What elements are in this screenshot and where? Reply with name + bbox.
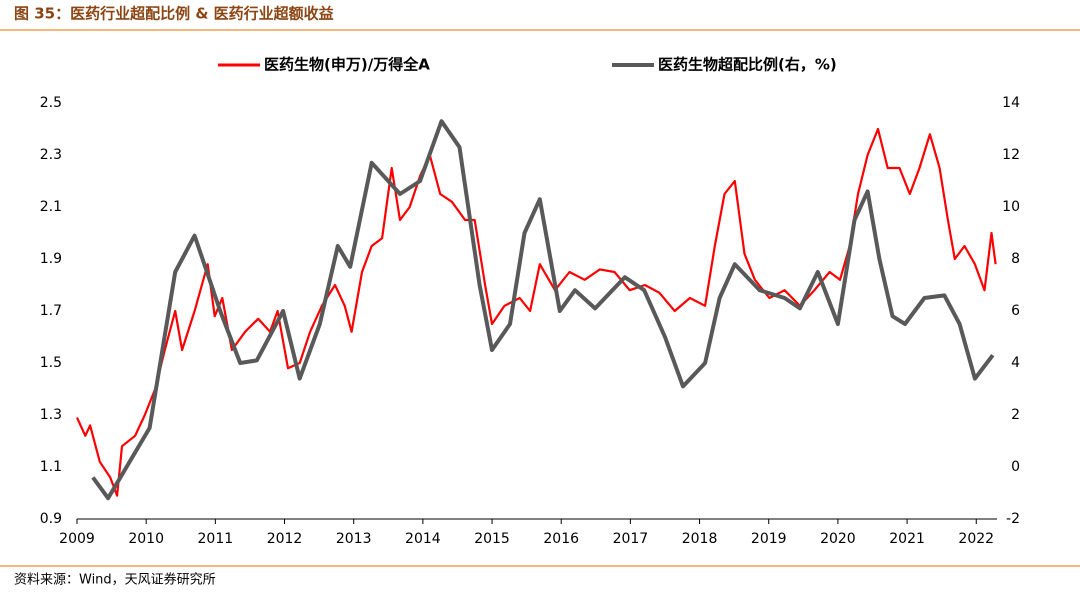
x-tick-label: 2013 <box>336 531 372 547</box>
x-tick-label: 2022 <box>958 531 994 547</box>
legend-label: 医药生物超配比例(右，%) <box>658 56 837 74</box>
y2-tick-label: -2 <box>1006 511 1020 527</box>
y-tick-label: 2.3 <box>40 147 62 163</box>
y2-tick-label: 12 <box>1002 147 1020 163</box>
x-tick-label: 2010 <box>128 531 164 547</box>
y-tick-label: 1.1 <box>40 459 62 475</box>
x-tick-label: 2020 <box>820 531 856 547</box>
series-line <box>91 119 995 501</box>
x-tick-label: 2009 <box>59 531 95 547</box>
y2-tick-label: 10 <box>1002 199 1020 215</box>
y2-tick-label: 0 <box>1011 459 1020 475</box>
x-tick-label: 2017 <box>613 531 649 547</box>
x-tick-label: 2015 <box>474 531 510 547</box>
source: 资料来源：Wind，天风证券研究所 <box>14 572 216 588</box>
y-tick-label: 1.7 <box>40 303 62 319</box>
y-tick-label: 2.1 <box>40 199 62 215</box>
x-tick-label: 2016 <box>543 531 579 547</box>
y2-tick-label: 2 <box>1011 407 1020 423</box>
series-line <box>75 127 997 497</box>
y2-tick-label: 14 <box>1002 95 1020 111</box>
x-tick-label: 2014 <box>405 531 441 547</box>
y-tick-label: 1.5 <box>40 355 62 371</box>
x-tick-label: 2018 <box>682 531 718 547</box>
x-tick-label: 2021 <box>889 531 925 547</box>
chart-title: 图 35：医药行业超配比例 & 医药行业超额收益 <box>14 5 334 23</box>
y-tick-label: 2.5 <box>40 95 62 111</box>
x-tick-label: 2019 <box>751 531 787 547</box>
y-tick-label: 0.9 <box>40 511 62 527</box>
x-tick-label: 2012 <box>267 531 303 547</box>
y-tick-label: 1.3 <box>40 407 62 423</box>
y2-tick-label: 8 <box>1011 251 1020 267</box>
y-tick-label: 1.9 <box>40 251 62 267</box>
y2-tick-label: 6 <box>1011 303 1020 319</box>
x-tick-label: 2011 <box>198 531 234 547</box>
y2-tick-label: 4 <box>1011 355 1020 371</box>
legend-label: 医药生物(申万)/万得全A <box>264 56 430 74</box>
